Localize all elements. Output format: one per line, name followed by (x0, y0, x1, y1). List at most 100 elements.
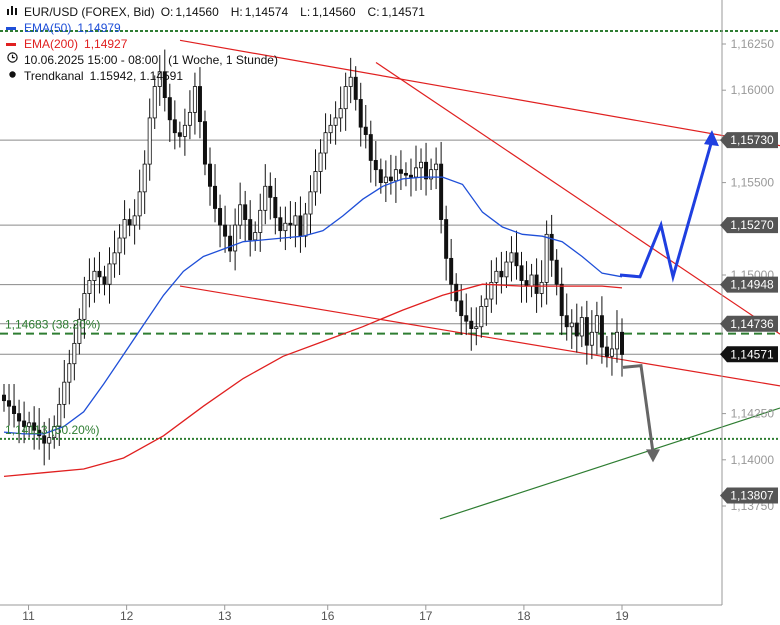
horizontal-levels (0, 30, 780, 440)
candle-body (383, 176, 388, 183)
price-tag-label: 1,14948 (730, 278, 774, 292)
price-tag-label: 1,14736 (730, 317, 774, 331)
candle-body (419, 161, 424, 169)
candle-body (92, 270, 97, 281)
price-tag-label: 1,15730 (730, 133, 774, 147)
price-tick-label: 1,14000 (731, 453, 775, 467)
low-label: L: (300, 5, 311, 19)
candle-body (554, 259, 559, 285)
time-axis: 11 12 13 16 17 18 19 (0, 604, 722, 623)
candle-body (213, 185, 218, 209)
candle-body (17, 413, 22, 422)
candle-body (474, 326, 479, 329)
candle-body (228, 235, 233, 252)
candle-body (42, 435, 47, 444)
time-tick-label: 17 (419, 609, 433, 623)
candle-body (439, 163, 444, 220)
ema-lines (3, 176, 623, 478)
ema50-swatch (6, 26, 16, 30)
candle-body (403, 172, 408, 176)
close-value: 1,14571 (381, 5, 425, 19)
candle-body (328, 124, 333, 134)
candle-body (248, 219, 253, 241)
candle-body (343, 86, 348, 110)
bar-chart-icon (6, 4, 18, 20)
dot-icon (6, 68, 18, 84)
candle-body (388, 176, 393, 182)
price-tag-bg (720, 132, 778, 149)
candle-body (363, 126, 368, 135)
candle-body (604, 346, 609, 357)
candle-body (47, 437, 52, 444)
current-price-tag-bg (720, 346, 778, 363)
candle-body (393, 169, 398, 182)
candle-body (162, 71, 167, 98)
symbol-title: EUR/USD (FOREX, Bid) (24, 5, 155, 19)
candle-body (122, 219, 127, 239)
candle-body (37, 429, 42, 437)
candle-body (32, 422, 37, 431)
candle-body (288, 222, 293, 226)
candle-body (559, 283, 564, 317)
candle-body (263, 185, 268, 211)
price-axis: 1,162501,160001,155001,150001,142501,140… (721, 0, 775, 605)
candle-body (469, 320, 474, 329)
candle-body (258, 209, 263, 233)
candle-body (2, 394, 7, 402)
forecast-arrows (619, 130, 719, 463)
ema200-swatch (6, 42, 16, 46)
time-tick-label: 16 (321, 609, 335, 623)
candle-body (429, 169, 434, 180)
candle-body (499, 270, 504, 278)
candle-body (67, 363, 72, 383)
candle-body (424, 161, 429, 180)
legend-symbol-row: EUR/USD (FOREX, Bid) O: 1,14560 H: 1,14574… (6, 4, 425, 20)
candle-body (549, 233, 554, 261)
candle-body (157, 71, 162, 87)
candle-body (323, 132, 328, 154)
candle-body (72, 342, 77, 365)
candle-body (489, 281, 494, 300)
open-label: O: (160, 5, 174, 19)
channel-upper-line (179, 39, 780, 147)
candle-body (308, 191, 313, 215)
high-label: H: (230, 5, 243, 19)
candle-body (373, 160, 378, 171)
candle-body (539, 281, 544, 294)
candle-body (182, 124, 187, 137)
candle-body (132, 215, 137, 226)
candle-body (27, 422, 32, 427)
candle-body (579, 317, 584, 337)
candle-body (137, 191, 142, 217)
candle-body (564, 315, 569, 328)
candle-body (202, 121, 207, 165)
candle-body (223, 224, 228, 237)
time-tick-label: 11 (22, 609, 35, 623)
fib-level-label: 1,14113 (50.20%) (5, 423, 100, 437)
candle-body (514, 252, 519, 267)
time-tick-label: 12 (120, 609, 134, 623)
candle-body (273, 196, 278, 219)
candle-body (172, 119, 177, 134)
candle-body (529, 274, 534, 287)
timeframe-text: 10.06.2025 15:00 - 08:00 (1 Woche, 1 Stu… (24, 53, 278, 67)
candle-body (524, 280, 529, 287)
candle-body (283, 222, 288, 232)
candle-body (589, 331, 594, 346)
price-tag-bg (720, 217, 778, 234)
candle-body (569, 322, 574, 328)
candle-body (142, 163, 147, 193)
candle-body (408, 174, 413, 178)
candle-body (358, 99, 363, 128)
candle-body (484, 298, 489, 307)
trend-lines (179, 39, 780, 520)
price-tick-label: 1,16250 (731, 37, 775, 51)
candles (2, 49, 625, 466)
candle-body (454, 283, 459, 302)
clock-icon (6, 52, 18, 68)
candle-body (620, 331, 625, 355)
chart-legend: EUR/USD (FOREX, Bid) O: 1,14560 H: 1,14574… (6, 4, 425, 84)
price-tag-bg (720, 276, 778, 293)
candle-body (117, 237, 122, 254)
